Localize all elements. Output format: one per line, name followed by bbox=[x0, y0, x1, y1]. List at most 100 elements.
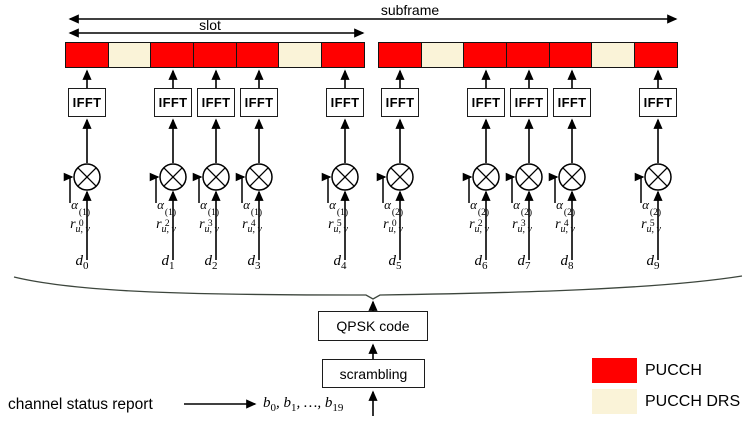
resource-block-drs bbox=[107, 42, 152, 68]
alpha-coefficient-label: α (1) 5 bbox=[329, 197, 348, 229]
alpha-input-arrow bbox=[321, 172, 332, 203]
resource-block-pucch bbox=[320, 42, 365, 68]
resource-block-row-slot2 bbox=[378, 42, 678, 68]
resource-block-pucch bbox=[192, 42, 238, 68]
resource-block-pucch bbox=[150, 42, 195, 68]
ifft-box: IFFT bbox=[326, 88, 364, 117]
resource-block-drs bbox=[420, 42, 465, 68]
resource-block-pucch bbox=[463, 42, 508, 68]
alpha-coefficient-label: α (1) 4 bbox=[243, 197, 262, 229]
resource-block-pucch bbox=[378, 42, 423, 68]
alpha-input-arrow bbox=[462, 172, 473, 203]
legend-label-drs: PUCCH DRS bbox=[645, 393, 741, 410]
ifft-label: IFFT bbox=[72, 95, 102, 110]
resource-block-pucch bbox=[505, 42, 551, 68]
alpha-coefficient-label: α (2) 5 bbox=[642, 197, 661, 229]
scrambling-label: scrambling bbox=[339, 365, 408, 382]
data-symbol-label: d2 bbox=[204, 253, 218, 272]
ifft-label: IFFT bbox=[385, 95, 415, 110]
multiplier-cross-icon bbox=[648, 167, 668, 187]
legend-swatch-pucch bbox=[592, 358, 637, 383]
resource-block-pucch bbox=[235, 42, 280, 68]
reference-sequence-label: ru, v bbox=[641, 217, 661, 236]
slot-label: slot bbox=[199, 17, 221, 33]
ifft-label: IFFT bbox=[643, 95, 673, 110]
data-symbol-label: d7 bbox=[517, 253, 531, 272]
subframe-label: subframe bbox=[380, 2, 440, 18]
alpha-coefficient-label: α (1) 3 bbox=[200, 197, 219, 229]
ifft-label: IFFT bbox=[330, 95, 360, 110]
ifft-label: IFFT bbox=[557, 95, 587, 110]
resource-block-pucch bbox=[633, 42, 678, 68]
multiplier-cross-icon bbox=[562, 167, 582, 187]
alpha-coefficient-label: α (1) 0 bbox=[71, 197, 90, 229]
ifft-box: IFFT bbox=[510, 88, 548, 117]
ifft-box: IFFT bbox=[240, 88, 278, 117]
data-symbol-label: d3 bbox=[247, 253, 261, 272]
data-symbol-label: d9 bbox=[646, 253, 660, 272]
ifft-box: IFFT bbox=[467, 88, 505, 117]
ifft-box: IFFT bbox=[197, 88, 235, 117]
channel-status-report-label: channel status report bbox=[8, 396, 153, 413]
resource-block-pucch bbox=[65, 42, 110, 68]
alpha-input-arrow bbox=[192, 172, 203, 203]
alpha-input-arrow bbox=[376, 172, 387, 203]
data-symbol-label: d8 bbox=[560, 253, 574, 272]
ifft-label: IFFT bbox=[471, 95, 501, 110]
ifft-box: IFFT bbox=[68, 88, 106, 117]
alpha-coefficient-label: α (2) 2 bbox=[470, 197, 489, 229]
legend-label-pucch: PUCCH bbox=[645, 362, 702, 379]
ifft-box: IFFT bbox=[381, 88, 419, 117]
ifft-box: IFFT bbox=[553, 88, 591, 117]
ifft-label: IFFT bbox=[514, 95, 544, 110]
ifft-label: IFFT bbox=[201, 95, 231, 110]
multiplier-cross-icon bbox=[390, 167, 410, 187]
ifft-label: IFFT bbox=[158, 95, 188, 110]
data-symbol-label: d4 bbox=[333, 253, 347, 272]
resource-block-row-slot1 bbox=[65, 42, 365, 68]
data-symbol-label: d5 bbox=[388, 253, 402, 272]
multiplier-cross-icon bbox=[163, 167, 183, 187]
reference-sequence-label: ru, v bbox=[328, 217, 348, 236]
ifft-label: IFFT bbox=[244, 95, 274, 110]
reference-sequence-label: ru, v bbox=[156, 217, 176, 236]
scrambling-box: scrambling bbox=[322, 359, 425, 388]
alpha-input-arrow bbox=[548, 172, 559, 203]
alpha-coefficient-label: α (2) 0 bbox=[384, 197, 403, 229]
data-symbol-label: d0 bbox=[75, 253, 89, 272]
reference-sequence-label: ru, v bbox=[383, 217, 403, 236]
reference-sequence-label: ru, v bbox=[199, 217, 219, 236]
data-symbol-label: d1 bbox=[161, 253, 175, 272]
multiplier-cross-icon bbox=[77, 167, 97, 187]
alpha-coefficient-label: α (2) 4 bbox=[556, 197, 575, 229]
data-symbol-label: d6 bbox=[474, 253, 488, 272]
qpsk-code-box: QPSK code bbox=[318, 311, 428, 341]
multiplier-cross-icon bbox=[249, 167, 269, 187]
alpha-input-arrow bbox=[235, 172, 246, 203]
reference-sequence-label: ru, v bbox=[512, 217, 532, 236]
reference-sequence-label: ru, v bbox=[469, 217, 489, 236]
alpha-coefficient-label: α (1) 2 bbox=[157, 197, 176, 229]
alpha-input-arrow bbox=[149, 172, 160, 203]
reference-sequence-label: ru, v bbox=[242, 217, 262, 236]
legend-swatch-drs bbox=[592, 389, 637, 414]
multiplier-cross-icon bbox=[206, 167, 226, 187]
multiplier-cross-icon bbox=[335, 167, 355, 187]
alpha-input-arrow bbox=[63, 172, 74, 203]
multiplier-cross-icon bbox=[476, 167, 496, 187]
ifft-box: IFFT bbox=[154, 88, 192, 117]
ifft-box: IFFT bbox=[639, 88, 677, 117]
bit-sequence-label: b0, b1, …, b19 bbox=[263, 395, 344, 414]
gather-brace bbox=[13, 275, 743, 300]
resource-block-drs bbox=[278, 42, 323, 68]
alpha-input-arrow bbox=[505, 172, 516, 203]
reference-sequence-label: ru, v bbox=[555, 217, 575, 236]
alpha-input-arrow bbox=[634, 172, 645, 203]
multiplier-cross-icon bbox=[519, 167, 539, 187]
reference-sequence-label: ru, v bbox=[70, 217, 90, 236]
alpha-coefficient-label: α (2) 3 bbox=[513, 197, 532, 229]
qpsk-code-label: QPSK code bbox=[336, 318, 410, 334]
resource-block-pucch bbox=[548, 42, 593, 68]
